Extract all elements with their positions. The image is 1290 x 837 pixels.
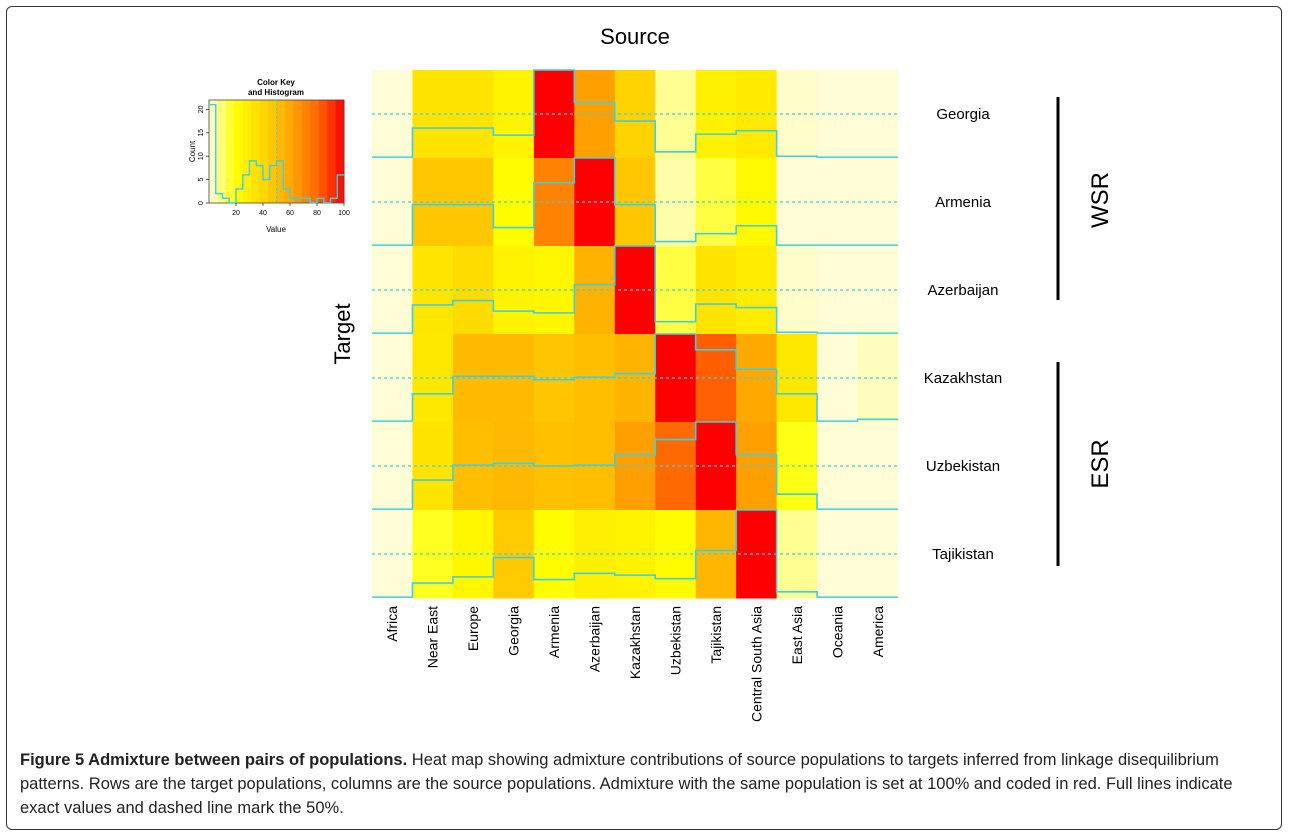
value-trace: [372, 333, 898, 422]
color-key-swatch: [217, 100, 227, 203]
column-label: Armenia: [546, 606, 562, 658]
column-label: Azerbaijan: [587, 606, 603, 672]
column-label: America: [870, 606, 886, 658]
column-label: Europe: [465, 606, 481, 651]
y-axis-label: Target: [330, 303, 355, 364]
value-trace: [372, 245, 898, 334]
column-label: Near East: [425, 606, 441, 668]
color-key-swatch: [251, 100, 261, 203]
row-label: Kazakhstan: [924, 370, 1002, 387]
color-key-swatch: [259, 100, 269, 203]
color-key-swatch: [327, 100, 337, 203]
color-key-swatch: [209, 100, 218, 203]
color-key-x-tick-label: 80: [313, 210, 321, 217]
column-label: Uzbekistan: [667, 606, 683, 675]
figure-caption: Figure 5 Admixture between pairs of popu…: [20, 748, 1270, 820]
caption-title: Figure 5 Admixture between pairs of popu…: [20, 751, 408, 769]
color-key-swatch: [276, 100, 286, 203]
column-label: Georgia: [506, 606, 522, 656]
column-label: Kazakhstan: [627, 606, 643, 679]
heatmap-chart: Source Target Georgia Armenia Azerbaijan Kaza…: [188, 24, 1114, 722]
group-label: ESR: [1087, 439, 1114, 488]
column-label: Tajikistan: [708, 606, 724, 664]
color-key-swatch: [318, 100, 328, 203]
color-key-y-tick-label: 10: [198, 152, 205, 160]
color-key-swatch: [284, 100, 294, 203]
color-key-x-label: Value: [266, 225, 286, 234]
value-trace: [372, 509, 898, 598]
color-key-title: Color Key: [257, 78, 295, 87]
column-label: East Asia: [789, 606, 805, 665]
row-label: Uzbekistan: [926, 458, 1000, 475]
color-key-y-label: Count: [188, 140, 197, 162]
value-trace: [372, 69, 898, 158]
color-key-x-tick-label: 100: [338, 210, 350, 217]
row-label: Armenia: [935, 194, 992, 211]
color-key-y-tick-label: 0: [198, 201, 205, 205]
value-trace: [372, 157, 898, 246]
color-key-y-tick-label: 15: [198, 129, 205, 137]
color-key-swatch: [310, 100, 320, 203]
group-label: WSR: [1087, 172, 1114, 228]
color-key-y-tick-label: 5: [198, 178, 205, 182]
color-key-subtitle: and Histogram: [248, 88, 304, 97]
color-key-swatch: [293, 100, 303, 203]
column-label: Oceania: [829, 606, 845, 658]
color-key-swatch: [335, 100, 345, 203]
chart-title: Source: [600, 24, 670, 49]
color-key-swatch: [234, 100, 244, 203]
value-trace: [372, 421, 898, 510]
color-key-swatch: [242, 100, 252, 203]
row-label: Azerbaijan: [928, 282, 999, 299]
row-label: Tajikistan: [932, 546, 994, 563]
color-key-y-tick-label: 20: [198, 105, 205, 113]
color-key-x-tick-label: 60: [286, 210, 294, 217]
caption-text: Heat map showing admixture contributions…: [20, 751, 1233, 817]
column-label: Africa: [384, 606, 400, 642]
color-key-x-tick-label: 20: [232, 210, 240, 217]
color-key-histogram: [209, 103, 344, 204]
color-key-x-tick-label: 40: [259, 210, 267, 217]
column-label: Central South Asia: [748, 606, 764, 722]
color-key-swatch: [225, 100, 235, 203]
row-label: Georgia: [936, 106, 990, 123]
color-key-swatch: [268, 100, 277, 203]
color-key-swatch: [301, 100, 311, 203]
